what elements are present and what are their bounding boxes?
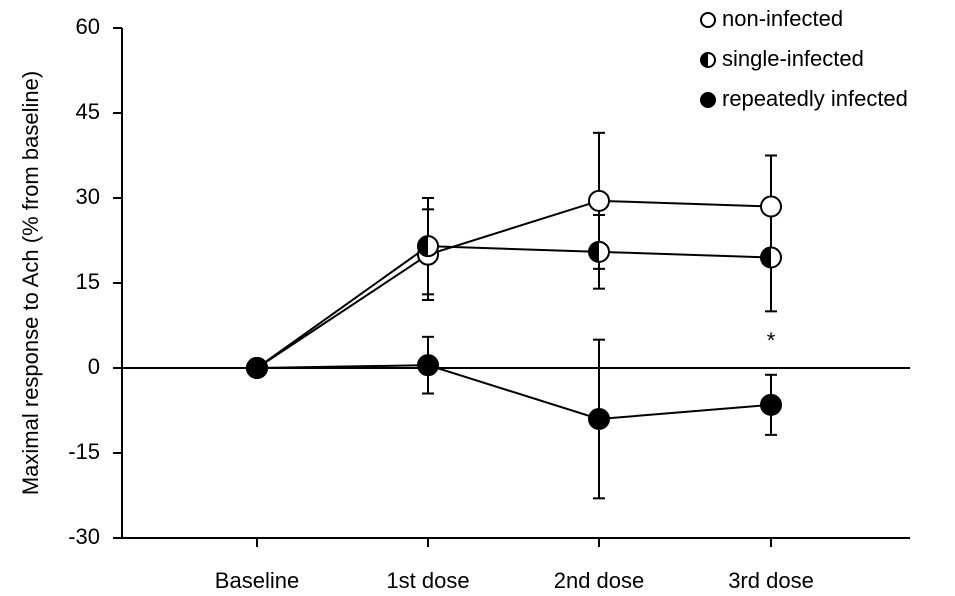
series-line: [256, 199, 772, 369]
series-line: [256, 245, 772, 369]
marker-part: [701, 53, 708, 67]
marker-part: [246, 357, 268, 379]
marker: [417, 235, 439, 258]
y-tick-label: 60: [76, 14, 100, 39]
marker: [417, 354, 439, 377]
marker-part: [417, 354, 439, 377]
marker: [700, 92, 716, 108]
y-axis-label: Maximal response to Ach (% from baseline…: [18, 71, 43, 495]
marker: [246, 357, 268, 379]
marker-part: [588, 408, 610, 430]
annotation: *: [767, 328, 776, 353]
marker-part: [700, 12, 716, 28]
marker: [700, 52, 716, 68]
marker: [588, 240, 610, 263]
marker: [760, 246, 782, 269]
marker: [588, 408, 610, 430]
marker-part: [760, 195, 782, 218]
legend-label: single-infected: [722, 46, 864, 71]
series-line: [256, 364, 772, 421]
marker: [760, 393, 782, 416]
y-tick-label: 45: [76, 99, 100, 124]
y-tick-label: -15: [68, 439, 100, 464]
y-tick-label: 30: [76, 184, 100, 209]
marker: [700, 12, 716, 28]
marker-part: [761, 247, 771, 268]
y-tick-label: 15: [76, 269, 100, 294]
marker-part: [700, 92, 716, 108]
y-tick-label: 0: [88, 354, 100, 379]
x-tick-label: 2nd dose: [554, 568, 645, 593]
x-tick-label: 3rd dose: [728, 568, 814, 593]
marker-part: [588, 189, 610, 212]
marker-part: [418, 236, 428, 257]
marker-part: [589, 241, 599, 262]
marker: [760, 195, 782, 218]
legend-label: repeatedly infected: [722, 86, 908, 111]
legend-label: non-infected: [722, 6, 843, 31]
y-tick-label: -30: [68, 524, 100, 549]
x-tick-label: 1st dose: [386, 568, 469, 593]
x-tick-label: Baseline: [215, 568, 299, 593]
marker: [588, 189, 610, 212]
marker-part: [760, 393, 782, 416]
